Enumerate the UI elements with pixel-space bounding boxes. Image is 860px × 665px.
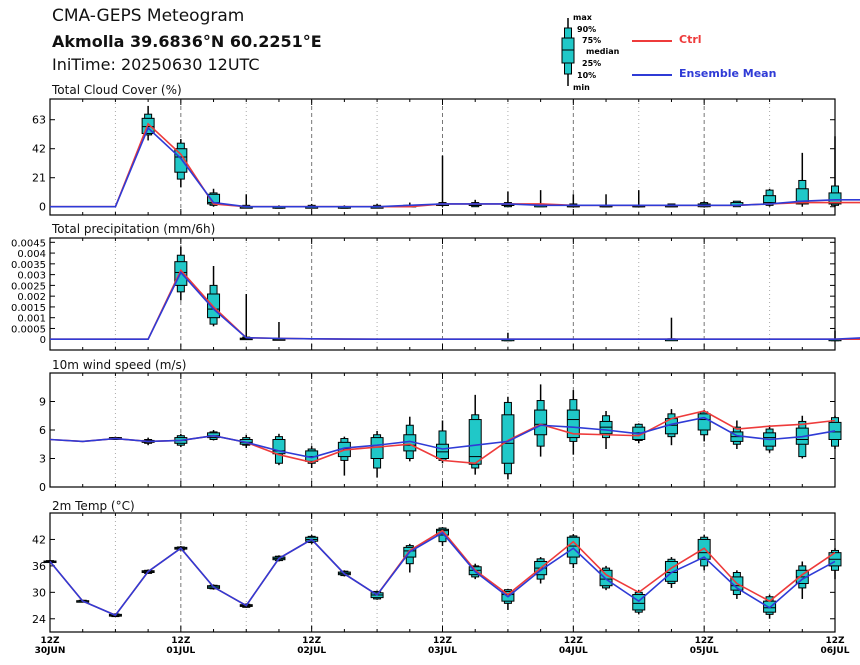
box-p25-p75-temp: [599, 569, 613, 587]
legend-mean-line: [632, 74, 672, 76]
y-tick-label-precip: 0: [40, 335, 46, 346]
y-tick-label-precip: 0.0035: [11, 260, 46, 271]
init-time-line: IniTime: 20250630 12UTC: [52, 55, 260, 74]
y-tick-label-temp: 36: [32, 560, 46, 573]
panel-title-cloud: Total Cloud Cover (%): [52, 83, 182, 97]
x-tick-label-date: 04JUL: [559, 646, 588, 656]
y-tick-label-precip: 0.0025: [11, 281, 46, 292]
legend-min-label: min: [573, 83, 590, 92]
legend-ctrl-line: [632, 40, 672, 42]
y-tick-label-wind: 3: [39, 453, 46, 466]
y-tick-label-precip: 0.001: [17, 314, 46, 325]
box-p25-p75-wind: [697, 413, 711, 431]
box-p25-p75-wind: [534, 409, 548, 436]
panel-title-temp: 2m Temp (°C): [52, 499, 135, 513]
y-tick-label-precip: 0.0045: [11, 238, 46, 249]
x-tick-label-date: 02JUL: [297, 646, 326, 656]
y-tick-label-precip: 0.0005: [11, 324, 46, 335]
ensemble-mean-line-cloud: [50, 126, 860, 208]
box-p25-p75-wind: [566, 409, 580, 439]
box-p25-p75-wind: [468, 419, 482, 465]
x-tick-label-date: 30JUN: [35, 646, 66, 656]
x-tick-label-hour: 12Z: [302, 636, 322, 646]
y-tick-label-cloud: 21: [32, 172, 46, 185]
legend-p25-label: 25%: [582, 59, 602, 68]
x-tick-label-hour: 12Z: [695, 636, 715, 646]
y-tick-label-precip: 0.003: [17, 271, 46, 282]
legend-p10-label: 10%: [577, 71, 597, 80]
box-p25-p75-cloud: [795, 188, 809, 205]
x-tick-label-hour: 12Z: [171, 636, 191, 646]
legend-mean-label: Ensemble Mean: [679, 67, 777, 80]
box-p25-p75-temp: [763, 600, 777, 613]
y-tick-label-cloud: 0: [39, 201, 46, 214]
ensemble-mean-line-wind: [49, 416, 836, 459]
x-tick-label-date: 05JUL: [690, 646, 719, 656]
box-p25-p75-cloud: [828, 192, 842, 205]
legend-p75-label: 75%: [582, 36, 602, 45]
chart-title: CMA-GEPS Meteogram: [52, 6, 245, 26]
y-tick-label-precip: 0.004: [17, 249, 46, 260]
y-tick-label-wind: 6: [39, 424, 46, 437]
y-tick-label-cloud: 63: [32, 114, 46, 127]
y-tick-label-precip: 0.002: [17, 292, 46, 303]
x-tick-label-date: 03JUL: [428, 646, 457, 656]
y-tick-label-wind: 9: [39, 396, 46, 409]
x-tick-label-hour: 12Z: [825, 636, 845, 646]
x-tick-label-hour: 12Z: [40, 636, 60, 646]
legend-max-label: max: [573, 13, 592, 22]
ensemble-mean-line-temp: [49, 531, 836, 617]
ctrl-series-line-cloud: [50, 122, 860, 208]
box-p25-p75-temp: [566, 536, 580, 558]
ctrl-series-line-precip: [50, 268, 860, 341]
x-tick-label-date: 06JUL: [821, 646, 850, 656]
box-p25-p75-wind: [828, 421, 842, 440]
y-tick-label-temp: 42: [32, 533, 46, 546]
panel-title-precip: Total precipitation (mm/6h): [52, 222, 216, 236]
x-tick-label-hour: 12Z: [433, 636, 453, 646]
x-tick-label-hour: 12Z: [564, 636, 584, 646]
y-tick-label-wind: 0: [39, 481, 46, 494]
y-tick-label-temp: 30: [32, 586, 46, 599]
legend-p90-label: 90%: [577, 25, 597, 34]
y-tick-label-cloud: 42: [32, 143, 46, 156]
y-tick-label-precip: 0.0015: [11, 303, 46, 314]
legend-median-label: median: [586, 47, 620, 56]
x-tick-label-date: 01JUL: [166, 646, 195, 656]
location-line: Akmolla 39.6836°N 60.2251°E: [52, 32, 322, 51]
y-tick-label-temp: 24: [32, 613, 46, 626]
ensemble-mean-line-precip: [50, 271, 860, 341]
panel-title-wind: 10m wind speed (m/s): [52, 358, 187, 372]
legend-ctrl-label: Ctrl: [679, 33, 702, 46]
